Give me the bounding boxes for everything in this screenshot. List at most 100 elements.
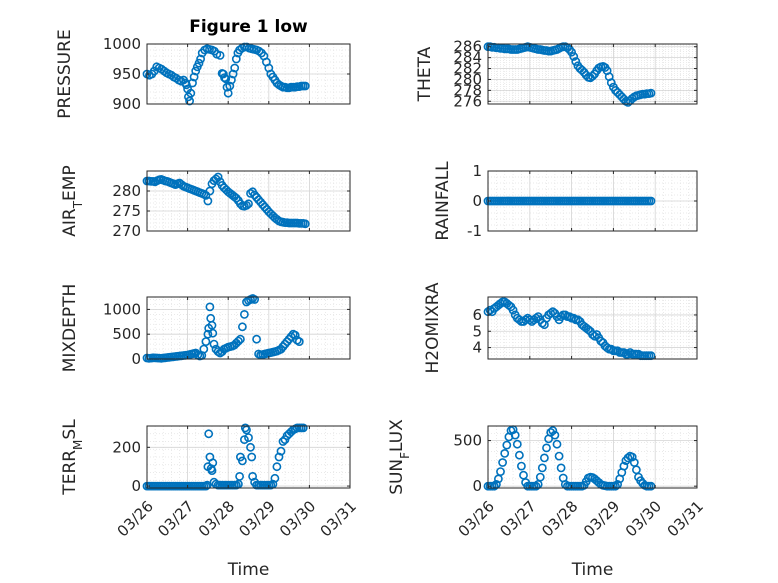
data-point <box>246 188 255 198</box>
y-axis-label: THETA <box>415 46 435 102</box>
x-tick-label: 03/31 <box>664 497 707 540</box>
data-point <box>537 463 547 473</box>
data-point <box>627 452 637 462</box>
data-point <box>228 69 238 79</box>
y-tick-label: 280 <box>453 70 482 88</box>
y-tick-label: 1000 <box>103 300 141 318</box>
data-point <box>203 329 213 339</box>
data-point <box>247 452 257 462</box>
y-tick-label: -1 <box>467 222 482 240</box>
data-point <box>270 473 280 483</box>
x-tick-label: 03/29 <box>580 497 623 540</box>
data-point <box>623 349 633 359</box>
data-series <box>142 294 304 363</box>
y-tick-label: 0 <box>131 350 141 368</box>
data-point <box>252 334 261 344</box>
data-point <box>540 453 549 463</box>
data-point <box>239 435 249 444</box>
data-series <box>142 42 310 106</box>
data-point <box>244 433 253 442</box>
data-point <box>531 313 541 323</box>
x-tick-label: 03/28 <box>195 497 238 540</box>
data-point <box>512 439 522 449</box>
subplot-3: 270 275 280 AIRTEMP <box>60 165 351 240</box>
subplot-7: 0 200 TERRMSL 03/2603/2703/2803/2903/3003/3… <box>60 419 360 580</box>
data-point <box>496 299 505 308</box>
data-point <box>571 57 581 66</box>
data-point <box>517 461 526 471</box>
axes-box <box>487 43 698 105</box>
data-point <box>213 172 223 182</box>
y-axis-label: PRESSURE <box>55 29 75 118</box>
y-axis-label: RAINFALL <box>433 161 453 241</box>
x-tick-label: 03/27 <box>496 497 539 540</box>
x-tick-label: 03/27 <box>154 497 197 540</box>
data-point <box>542 443 551 453</box>
data-point <box>556 463 566 473</box>
data-point <box>548 426 558 435</box>
data-point <box>203 196 213 206</box>
y-tick-label: 270 <box>112 222 141 240</box>
data-point <box>556 312 566 321</box>
x-tick-label: 03/26 <box>455 497 498 540</box>
data-point <box>235 334 245 344</box>
subplot-5: 0 500 1000 MIXDEPTH <box>60 284 351 372</box>
data-series <box>142 172 310 229</box>
x-tick-label: 03/26 <box>114 497 157 540</box>
axes-box <box>487 296 698 360</box>
y-tick-label: 4 <box>472 339 482 357</box>
data-point <box>619 461 629 471</box>
data-point <box>194 58 204 68</box>
y-tick-label: 286 <box>453 38 482 56</box>
data-point <box>510 430 520 440</box>
subplot-8: 0 500 SUNFLUX 03/2603/2703/2803/2903/3003/3… <box>387 419 707 580</box>
y-tick-label: 284 <box>453 49 482 67</box>
x-tick-label: 03/28 <box>538 497 581 540</box>
data-point <box>189 72 199 82</box>
data-point <box>554 451 564 461</box>
data-point <box>552 439 562 449</box>
data-point <box>230 63 240 73</box>
axes-box <box>487 425 698 489</box>
y-tick-label: 1000 <box>103 35 141 53</box>
y-tick-label: 0 <box>131 477 141 495</box>
data-point <box>205 302 215 312</box>
data-point <box>290 330 300 340</box>
y-tick-label: 282 <box>453 60 482 78</box>
x-tick-label: 03/30 <box>622 497 665 540</box>
x-axis-label: Time <box>227 560 270 580</box>
data-point <box>278 437 288 446</box>
y-tick-label: 500 <box>453 432 482 450</box>
data-point <box>208 458 218 468</box>
y-tick-label: 950 <box>112 65 141 83</box>
data-point <box>233 336 243 346</box>
data-point <box>188 78 197 88</box>
y-axis-label: TERRMSL <box>60 419 85 496</box>
data-point <box>246 442 255 452</box>
data-series <box>483 42 656 107</box>
data-point <box>588 71 597 81</box>
data-point <box>226 75 236 85</box>
x-tick-label: 03/30 <box>276 497 319 540</box>
data-point <box>231 54 241 64</box>
y-tick-label: 280 <box>112 182 141 200</box>
data-point <box>619 348 629 357</box>
data-point <box>244 199 253 209</box>
data-point <box>623 453 633 463</box>
data-point <box>498 458 507 467</box>
data-point <box>225 81 235 91</box>
x-tick-label: 03/29 <box>235 497 278 540</box>
y-axis-label: SUNFLUX <box>387 419 412 495</box>
y-tick-label: 6 <box>472 306 482 324</box>
x-tick-label: 03/31 <box>317 497 360 540</box>
data-point <box>239 309 249 319</box>
data-point <box>502 440 512 450</box>
y-tick-label: 275 <box>112 202 141 220</box>
data-point <box>276 446 286 456</box>
data-point <box>191 66 201 76</box>
data-point <box>531 481 541 491</box>
data-point <box>550 430 560 440</box>
data-point <box>500 448 510 458</box>
data-point <box>215 51 225 60</box>
data-point <box>300 219 310 229</box>
